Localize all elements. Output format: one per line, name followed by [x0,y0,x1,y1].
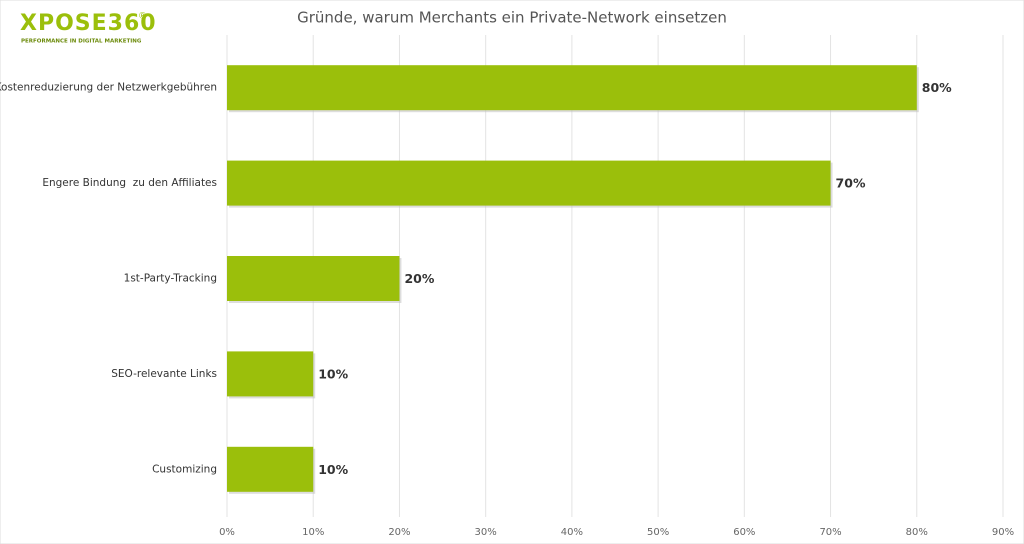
bar [227,446,314,492]
logo-mark: ® [138,12,147,22]
bar [227,351,314,397]
value-label: 10% [318,366,348,381]
bar [227,256,400,301]
value-label: 80% [922,80,952,95]
x-tick-label: 40% [561,527,583,538]
x-tick-label: 80% [906,527,928,538]
bar [227,160,831,206]
x-tick-label: 70% [819,527,841,538]
x-tick-label: 0% [219,527,235,538]
value-label: 10% [318,462,348,477]
x-tick-label: 10% [302,527,324,538]
logo-name: XPOSE360 [20,11,157,36]
value-label: 70% [836,176,866,191]
value-label: 20% [404,271,434,286]
bar [227,65,917,111]
x-tick-label: 60% [733,527,755,538]
y-tick-label: Engere Bindung zu den Affiliates [42,177,217,189]
y-tick-label: SEO-relevante Links [111,368,217,380]
x-tick-label: 90% [992,527,1014,538]
logo-tagline: PERFORMANCE IN DIGITAL MARKETING [21,39,142,45]
chart-title: Gründe, warum Merchants ein Private-Netw… [297,9,727,27]
x-tick-label: 50% [647,527,669,538]
y-tick-label: Kostenreduzierung der Netzwerkgebühren [0,82,217,94]
y-tick-label: 1st-Party-Tracking [124,273,217,285]
x-tick-label: 30% [475,527,497,538]
x-tick-label: 20% [388,527,410,538]
y-tick-label: Customizing [152,463,217,475]
